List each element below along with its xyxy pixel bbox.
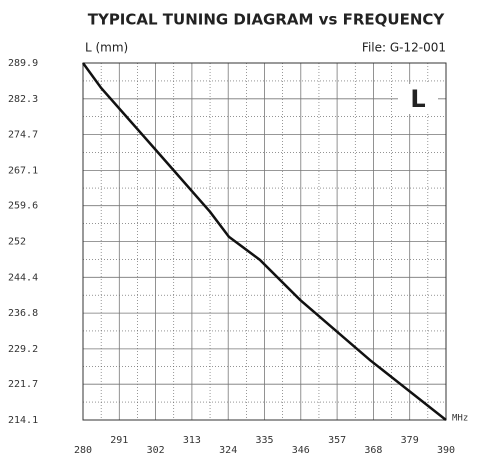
- y-tick-label: 274.7: [8, 130, 38, 141]
- x-tick-label: 313: [183, 435, 201, 446]
- x-tick-label: 280: [74, 445, 92, 455]
- line: [81, 62, 447, 421]
- y-tick-label: 252: [8, 237, 26, 248]
- x-tick-label: 302: [147, 445, 165, 455]
- label-box: [398, 84, 438, 114]
- file-label: File: G-12-001: [362, 41, 446, 55]
- y-tick-label: 229.2: [8, 344, 38, 355]
- x-axis-label: MHz: [452, 414, 468, 424]
- series-annotation: L: [410, 85, 425, 113]
- y-tick-label: 244.4: [8, 272, 38, 283]
- y-tick-label: 221.7: [8, 379, 38, 390]
- x-tick-label: 390: [437, 445, 455, 455]
- y-tick-label: 267.1: [8, 165, 38, 176]
- y-tick-label: 289.9: [8, 58, 38, 69]
- chart-title: TYPICAL TUNING DIAGRAM vs FREQUENCY: [88, 11, 446, 29]
- y-tick-label: 282.3: [8, 94, 38, 105]
- x-tick-label: 291: [110, 435, 128, 446]
- x-tick-label: 379: [401, 435, 419, 446]
- x-tick-label: 335: [255, 435, 273, 446]
- x-tick-label: 346: [292, 445, 310, 455]
- x-tick-label: 324: [219, 445, 237, 455]
- y-axis-label: L (mm): [85, 41, 128, 55]
- y-tick-label: 214.1: [8, 415, 38, 426]
- plot-frame: [82, 62, 447, 421]
- y-tick-label: 236.8: [8, 308, 38, 319]
- x-tick-label: 357: [328, 435, 346, 446]
- x-tick-label: 368: [364, 445, 382, 455]
- y-tick-label: 259.6: [8, 201, 38, 212]
